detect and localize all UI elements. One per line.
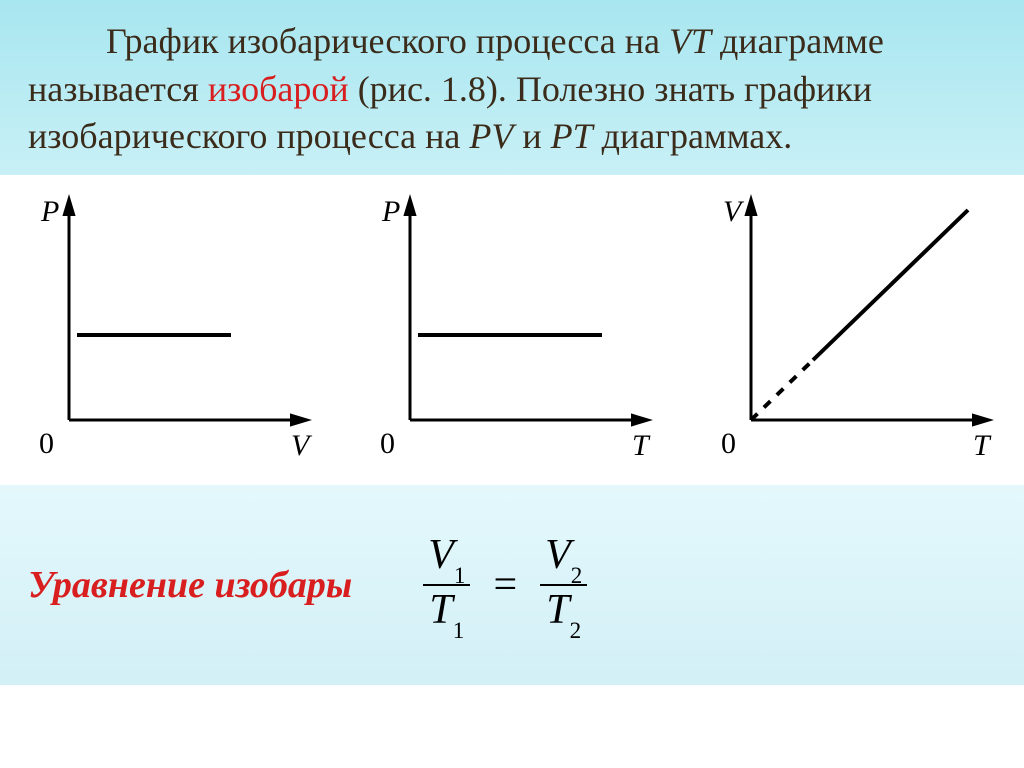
text-and: и [513,116,550,156]
highlighted-term: изобарой [208,69,349,109]
chart-2: P T 0 [362,185,662,475]
text-tail: диаграммах. [593,116,793,156]
pt-symbol: PT [551,116,593,156]
y-axis-label: V [723,195,745,228]
intro-text-block: График изобарического процесса на VT диа… [0,0,1024,175]
x-axis-label: V [291,429,313,462]
text-part-1: График изобарического процесса на [106,21,669,61]
pv-symbol: PV [469,116,513,156]
origin-label: 0 [39,427,54,460]
equation-label: Уравнение изобары [28,563,352,607]
x-axis-label: T [973,429,992,462]
y-axis-label: P [40,195,59,228]
denominator-1: T1 [423,584,470,637]
chart-3: V T 0 [703,185,1003,475]
chart-1: P V 0 [21,185,321,475]
fraction-right: V2 T2 [539,533,588,636]
fraction-left: V1 T1 [422,533,471,636]
x-axis-label: T [632,429,651,462]
equation-block: Уравнение изобары V1 T1 = V2 T2 [0,485,1024,685]
origin-label: 0 [380,427,395,460]
equals-sign: = [493,561,517,609]
origin-label: 0 [721,427,736,460]
numerator-2: V2 [539,533,588,584]
vt-symbol: VT [669,21,711,61]
intro-paragraph: График изобарического процесса на VT диа… [28,18,996,161]
y-axis-label: P [381,195,400,228]
denominator-2: T2 [540,584,587,637]
diagram-row: P V 0 P T 0 V T 0 [0,175,1024,485]
numerator-1: V1 [422,533,471,584]
